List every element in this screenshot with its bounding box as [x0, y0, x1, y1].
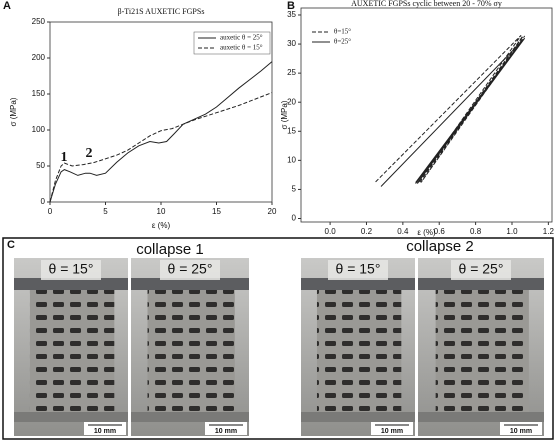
data-line	[49, 92, 273, 203]
y-tick-label: 30	[287, 39, 296, 48]
data-line	[49, 61, 273, 203]
scale-label: 10 mm	[381, 428, 403, 435]
scale-label: 10 mm	[510, 428, 532, 435]
chart-title: β-Ti21S AUXETIC FGPSs	[118, 7, 205, 16]
top-fixture	[131, 278, 249, 290]
legend-label: auxetic θ = 15°	[220, 44, 263, 52]
y-tick-label: 150	[32, 89, 46, 98]
y-tick-label: 25	[287, 68, 296, 77]
panel-label: B	[287, 0, 295, 12]
x-tick-label: 20	[268, 207, 277, 216]
bottom-plate	[14, 412, 128, 422]
photo-label: θ = 15°	[49, 261, 94, 277]
photo: θ = 15° 10 mm	[301, 258, 415, 436]
y-tick-label: 35	[287, 10, 296, 19]
x-tick-label: 1.2	[543, 227, 555, 236]
y-axis-label: σ (MPa)	[280, 100, 289, 129]
y-tick-label: 200	[32, 53, 46, 62]
y-tick-label: 5	[292, 185, 297, 194]
data-line	[375, 34, 526, 184]
x-tick-label: 15	[212, 207, 221, 216]
legend-label: auxetic θ = 25°	[220, 34, 263, 42]
annotation: 2	[86, 146, 93, 161]
lattice-sample	[316, 290, 402, 412]
x-tick-label: 10	[157, 207, 166, 216]
top-fixture	[301, 278, 415, 290]
y-tick-label: 10	[287, 155, 296, 164]
label-bg	[451, 260, 511, 280]
data-line	[380, 37, 526, 187]
bottom-plate	[131, 412, 249, 422]
lattice-sample	[29, 290, 115, 412]
x-tick-label: 0.0	[325, 227, 337, 236]
y-tick-label: 100	[32, 125, 46, 134]
lattice-sample	[147, 290, 235, 412]
label-bg	[160, 260, 220, 280]
scale-label: 10 mm	[94, 428, 116, 435]
x-tick-label: 0.2	[361, 227, 373, 236]
panel-label: A	[3, 0, 11, 12]
x-tick-label: 5	[103, 207, 108, 216]
y-tick-label: 0	[41, 197, 46, 206]
label-bg	[41, 260, 101, 280]
legend-label: θ=25°	[334, 38, 351, 46]
top-fixture	[14, 278, 128, 290]
photo-label: θ = 25°	[459, 261, 504, 277]
x-axis-label: ε (%)	[417, 228, 436, 237]
top-fixture	[418, 278, 544, 290]
bottom-plate	[301, 412, 415, 422]
group-title: collapse 2	[406, 238, 474, 255]
annotation: 1	[61, 150, 68, 165]
label-bg	[328, 260, 388, 280]
y-tick-label: 0	[292, 214, 297, 223]
scale-label: 10 mm	[215, 428, 237, 435]
legend-frame	[193, 31, 271, 55]
chart-title: AUXETIC FGPSs cyclic between 20 - 70% σy	[351, 0, 502, 8]
bottom-plate	[418, 412, 544, 422]
y-tick-label: 15	[287, 126, 296, 135]
x-tick-label: 0.4	[397, 227, 409, 236]
photo: θ = 25° 10 mm	[131, 258, 249, 436]
x-tick-label: 0	[48, 207, 53, 216]
photo-label: θ = 15°	[336, 261, 381, 277]
x-tick-label: 0.6	[434, 227, 446, 236]
y-tick-label: 250	[32, 17, 46, 26]
y-tick-label: 50	[36, 161, 45, 170]
x-tick-label: 0.8	[470, 227, 482, 236]
panel-frame	[2, 237, 554, 440]
y-axis-label: σ (MPa)	[9, 97, 18, 126]
legend-label: θ=15°	[334, 28, 351, 36]
photo-label: θ = 25°	[168, 261, 213, 277]
x-axis-label: ε (%)	[152, 221, 171, 230]
group-title: collapse 1	[136, 241, 204, 258]
panel-label: C	[7, 239, 15, 251]
y-tick-label: 20	[287, 97, 296, 106]
photo: θ = 25° 10 mm	[418, 258, 544, 436]
photo: θ = 15° 10 mm	[14, 258, 128, 436]
x-tick-label: 1.0	[506, 227, 518, 236]
plot-frame	[300, 7, 553, 223]
lattice-sample	[435, 290, 529, 412]
